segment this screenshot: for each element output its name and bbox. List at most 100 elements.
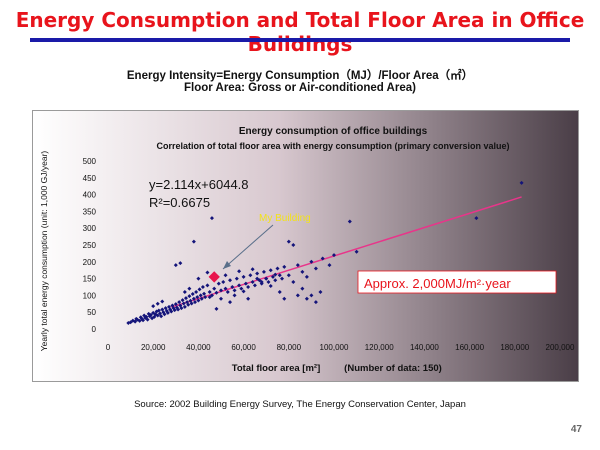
data-point (160, 299, 165, 304)
data-point (259, 279, 264, 284)
data-point (159, 314, 164, 319)
data-point (176, 307, 181, 312)
data-point (230, 285, 235, 289)
data-point (277, 273, 282, 278)
data-point (234, 276, 239, 281)
data-point (180, 298, 185, 303)
my-building-label: My Building (259, 213, 311, 224)
data-point (277, 290, 282, 295)
arrow-head-icon (223, 261, 231, 269)
data-point (179, 306, 184, 311)
y-tick-label: 150 (83, 275, 97, 284)
x-tick-label: 200,000 (546, 343, 575, 352)
data-point (246, 285, 251, 289)
data-point (519, 180, 524, 185)
data-point (268, 283, 273, 288)
data-point (219, 296, 223, 301)
data-point (248, 273, 253, 278)
y-tick-label: 0 (92, 325, 97, 334)
data-point (190, 292, 195, 297)
data-point (300, 286, 305, 291)
x-axis-label: Total floor area [m²] (232, 363, 321, 374)
y-tick-label: 50 (87, 308, 96, 317)
data-point (237, 269, 242, 274)
data-point (327, 263, 332, 268)
data-point (198, 293, 203, 298)
chart-title: Energy consumption of office buildings (239, 126, 428, 137)
data-point (232, 288, 237, 293)
data-point (151, 304, 156, 309)
slide-title: Energy Consumption and Total Floor Area … (15, 8, 585, 56)
data-point (318, 290, 323, 295)
data-point (309, 293, 314, 298)
data-point (270, 274, 275, 279)
data-point (241, 289, 246, 294)
x-tick-label: 140,000 (410, 343, 439, 352)
data-point (291, 279, 296, 284)
subtitle-energy-intensity: Energy Intensity=Energy Consumption（MJ）/… (126, 70, 474, 82)
x-tick-label: 20,000 (141, 343, 166, 352)
data-point (309, 259, 314, 264)
data-point (178, 261, 183, 266)
scatter-chart: 0 50 100 150 200 250 300 350 400 450 500 0 20,000 40,… (33, 111, 578, 381)
data-point (141, 318, 146, 323)
data-point (241, 274, 246, 279)
data-point (237, 283, 242, 288)
x-tick-label: 160,000 (455, 343, 484, 352)
data-point (332, 253, 336, 258)
source-citation: Source: 2002 Building Energy Survey, The… (134, 399, 466, 410)
x-tick-label: 0 (106, 343, 111, 352)
chart-background (33, 111, 578, 381)
data-point (243, 281, 248, 286)
data-point (193, 300, 198, 305)
data-point (189, 301, 194, 306)
my-building-marker (208, 271, 220, 283)
data-point (291, 243, 296, 247)
data-point (273, 272, 278, 277)
data-point (255, 276, 260, 281)
data-point (199, 296, 204, 301)
data-point (250, 279, 255, 284)
data-point (261, 269, 266, 274)
data-point (187, 286, 192, 291)
data-point (313, 266, 318, 271)
data-point (216, 281, 221, 286)
x-tick-label: 180,000 (500, 343, 529, 352)
data-point (172, 308, 177, 313)
data-point (320, 256, 325, 261)
data-point (186, 302, 191, 307)
data-point (474, 216, 479, 221)
data-point (354, 249, 359, 254)
data-point (304, 274, 309, 279)
my-building-arrow (222, 224, 274, 270)
data-point (173, 263, 178, 268)
trendline (171, 196, 522, 308)
data-point (155, 313, 160, 318)
data-point (275, 266, 280, 271)
data-point (313, 300, 318, 305)
energy-intensity-annotation: Approx. 2,000MJ/m²·year (364, 276, 511, 291)
y-tick-label: 100 (83, 291, 97, 300)
data-point (148, 312, 153, 317)
x-tick-label: 100,000 (320, 343, 349, 352)
data-point (196, 298, 201, 303)
data-point (152, 314, 157, 319)
data-point (280, 276, 285, 281)
data-point (173, 302, 178, 307)
data-point (295, 263, 300, 268)
data-point (205, 270, 210, 275)
data-point (164, 308, 169, 313)
data-point (282, 264, 287, 269)
data-point (195, 295, 200, 300)
data-point (165, 310, 170, 315)
data-point (191, 296, 196, 301)
data-point (150, 316, 155, 321)
data-point (177, 300, 182, 305)
y-tick-label: 400 (83, 191, 97, 200)
data-point (219, 288, 223, 293)
data-point (156, 308, 161, 313)
x-tick-label: 80,000 (277, 343, 302, 352)
data-point (304, 296, 309, 301)
y-tick-label: 300 (83, 224, 97, 233)
regression-equation: y=2.114x+6044.8 (149, 177, 249, 192)
